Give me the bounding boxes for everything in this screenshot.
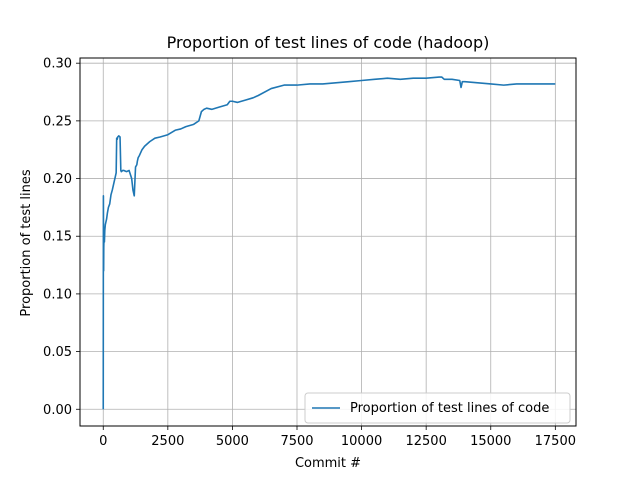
plot-area (80, 58, 576, 426)
y-tick-label: 0.15 (43, 230, 72, 245)
y-axis-label: Proportion of test lines (19, 169, 34, 316)
legend: Proportion of test lines of code (304, 392, 571, 424)
x-tick-label: 5000 (216, 434, 249, 449)
y-axis: 0.00 0.05 0.10 0.15 0.20 0.25 0.30 (43, 57, 80, 418)
plot-frame (79, 57, 577, 427)
y-tick-label: 0.10 (43, 287, 72, 302)
y-tick-label: 0.30 (43, 57, 72, 72)
x-tick-label: 15000 (470, 434, 511, 449)
x-tick-label: 17500 (535, 434, 576, 449)
x-tick-label: 10000 (341, 434, 382, 449)
x-tick-label: 12500 (405, 434, 446, 449)
y-tick-label: 0.20 (43, 172, 72, 187)
x-tick-label: 7500 (280, 434, 313, 449)
y-tick-label: 0.00 (43, 403, 72, 418)
x-tick-label: 2500 (151, 434, 184, 449)
x-axis: 0 2500 5000 7500 10000 12500 15000 17500 (99, 426, 576, 449)
series-line (102, 76, 556, 410)
y-tick-label: 0.25 (43, 114, 72, 129)
series-layer (102, 76, 556, 410)
x-axis-label: Commit # (295, 456, 361, 471)
chart-title: Proportion of test lines of code (hadoop… (167, 33, 490, 52)
legend-box (304, 392, 571, 424)
x-tick-label: 0 (99, 434, 107, 449)
grid (80, 58, 576, 426)
y-tick-label: 0.05 (43, 345, 72, 360)
legend-label: Proportion of test lines of code (350, 401, 549, 416)
